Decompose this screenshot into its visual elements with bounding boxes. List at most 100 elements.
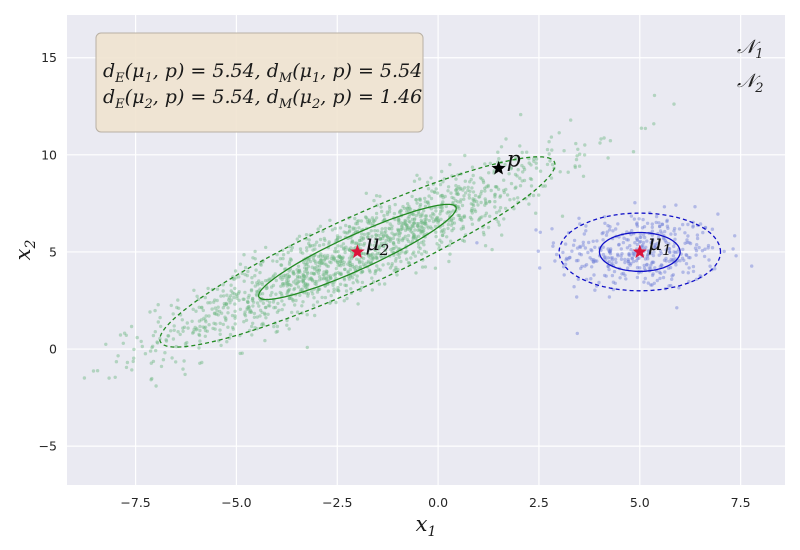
scatter-point	[285, 276, 289, 280]
scatter-point	[389, 238, 393, 242]
scatter-point	[652, 250, 656, 254]
scatter-point	[374, 233, 378, 238]
scatter-point	[507, 172, 511, 176]
scatter-point	[285, 292, 289, 296]
scatter-point	[329, 293, 333, 298]
scatter-point	[297, 234, 302, 238]
scatter-point	[324, 271, 328, 275]
scatter-point	[433, 218, 438, 222]
scatter-point	[172, 328, 176, 332]
scatter-point	[390, 264, 394, 268]
scatter-point	[255, 293, 259, 298]
scatter-point	[371, 255, 375, 259]
scatter-point	[626, 259, 631, 263]
scatter-point	[297, 275, 302, 279]
scatter-point	[304, 274, 309, 278]
scatter-point	[348, 264, 353, 268]
scatter-point	[616, 254, 620, 258]
scatter-point	[691, 225, 695, 229]
scatter-point	[650, 273, 655, 278]
scatter-point	[627, 252, 631, 257]
scatter-point	[426, 202, 431, 206]
scatter-point	[407, 219, 411, 223]
scatter-point	[382, 213, 386, 218]
scatter-point	[385, 234, 389, 238]
scatter-point	[143, 352, 148, 356]
scatter-point	[299, 275, 303, 280]
scatter-point	[614, 260, 618, 265]
scatter-point	[129, 324, 134, 329]
scatter-point	[242, 253, 246, 257]
scatter-point	[296, 285, 301, 289]
scatter-point	[324, 269, 329, 273]
scatter-point	[379, 244, 383, 248]
scatter-point	[350, 241, 354, 245]
scatter-point	[304, 282, 308, 286]
scatter-point	[307, 277, 311, 281]
scatter-point	[470, 186, 474, 190]
scatter-point	[212, 321, 216, 325]
scatter-point	[661, 275, 666, 280]
scatter-point	[652, 122, 656, 126]
scatter-point	[433, 266, 438, 270]
scatter-point	[668, 250, 672, 254]
scatter-point	[374, 233, 378, 237]
scatter-point	[416, 222, 421, 226]
scatter-point	[360, 280, 365, 285]
scatter-point	[269, 293, 273, 297]
scatter-point	[457, 213, 462, 218]
scatter-point	[414, 235, 418, 239]
scatter-point	[447, 259, 451, 264]
scatter-point	[233, 322, 237, 326]
scatter-point	[347, 256, 352, 260]
scatter-point	[332, 257, 336, 261]
star-marker-μ1	[632, 244, 647, 258]
scatter-point	[379, 254, 383, 258]
scatter-point	[671, 258, 675, 262]
scatter-point	[662, 258, 667, 262]
scatter-point	[425, 224, 429, 228]
scatter-point	[280, 277, 284, 282]
scatter-point	[301, 280, 306, 285]
y-tick-label: 10	[41, 147, 57, 162]
scatter-point	[437, 219, 441, 223]
scatter-point	[313, 313, 317, 318]
scatter-point	[466, 188, 470, 193]
scatter-point	[311, 271, 316, 275]
scatter-point	[470, 165, 475, 169]
scatter-point	[158, 315, 162, 320]
scatter-point	[416, 224, 420, 228]
scatter-point	[691, 269, 696, 274]
scatter-point	[438, 212, 442, 216]
scatter-point	[201, 325, 205, 329]
scatter-point	[413, 254, 417, 258]
scatter-point	[131, 359, 135, 364]
scatter-point	[486, 225, 491, 230]
scatter-point	[626, 266, 630, 270]
scatter-point	[646, 257, 650, 261]
scatter-point	[337, 289, 341, 293]
scatter-point	[292, 287, 296, 292]
scatter-point	[460, 203, 465, 208]
scatter-point	[403, 218, 407, 223]
scatter-point	[602, 273, 607, 278]
scatter-point	[650, 222, 654, 226]
scatter-point	[658, 276, 662, 281]
scatter-point	[132, 356, 136, 360]
scatter-point	[405, 226, 409, 230]
scatter-point	[326, 289, 331, 293]
scatter-point	[336, 236, 340, 240]
scatter-point	[308, 244, 312, 249]
scatter-point	[228, 301, 232, 305]
scatter-point	[671, 254, 676, 258]
scatter-point	[400, 250, 404, 254]
scatter-point	[635, 221, 639, 225]
scatter-point	[584, 229, 588, 233]
scatter-point	[408, 228, 412, 232]
scatter-point	[645, 263, 649, 267]
svg-text:x2: x2	[11, 240, 39, 261]
scatter-point	[598, 141, 602, 145]
scatter-point	[461, 215, 465, 219]
scatter-point	[394, 245, 398, 249]
scatter-point	[670, 277, 674, 281]
